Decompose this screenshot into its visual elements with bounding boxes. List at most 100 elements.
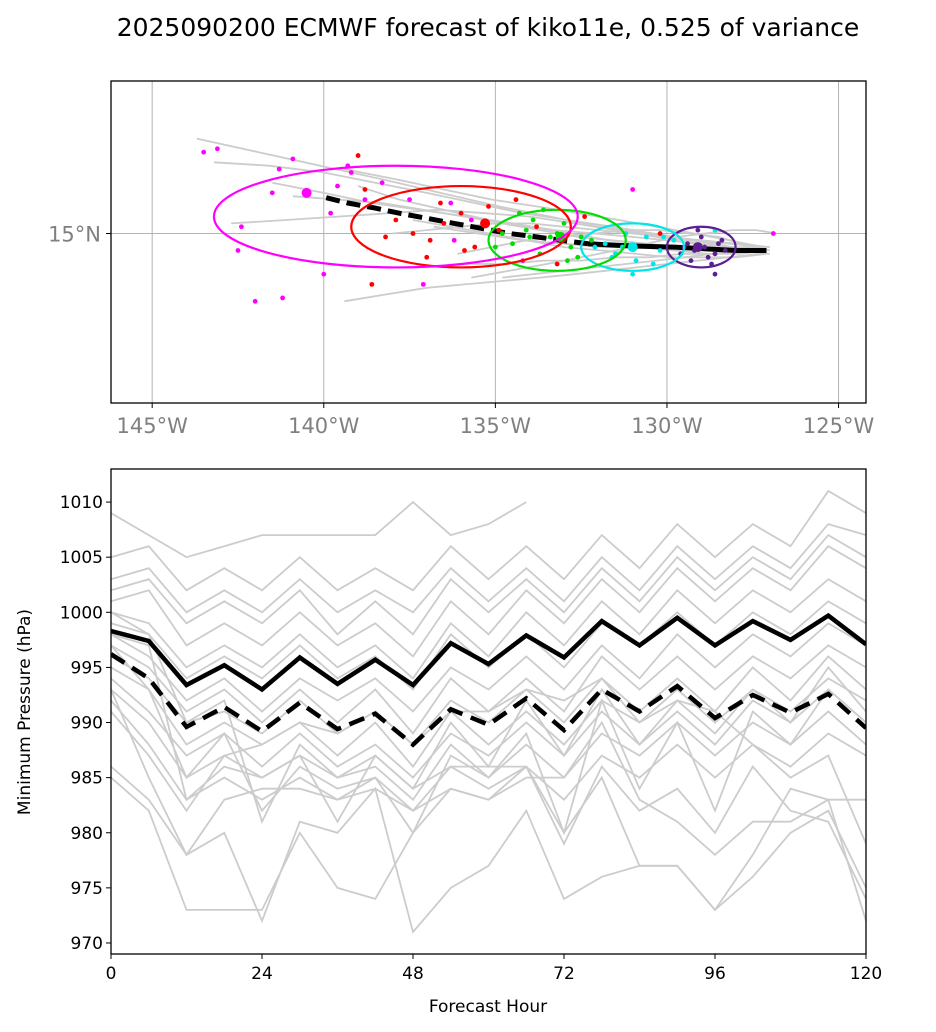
map-x-tick-label: 130°W [631,414,703,438]
map-frame [110,80,867,404]
x-tick-label: 96 [704,964,726,984]
ensemble-position-day5 [770,231,776,236]
ensemble-position-day3 [575,254,581,260]
ensemble-position-day1 [705,254,711,260]
ensemble-pressure-line [111,489,866,592]
ensemble-track [344,253,760,303]
y-tick-label: 985 [71,769,103,789]
ensemble-position-day2 [633,258,639,264]
x-tick-label: 48 [402,964,424,984]
ensemble-position-day2 [671,237,677,243]
y-tick-label: 975 [71,879,103,899]
ensemble-position-day1 [716,241,721,247]
x-tick-label: 120 [850,964,882,984]
ensemble-mean-position-day1 [692,242,703,253]
ensemble-position-day4 [438,200,443,206]
uncertainty-ellipse-day3 [487,208,627,272]
pressure-line-dashed [111,652,866,748]
ensemble-position-day5 [321,271,327,277]
ensemble-position-day3 [510,241,515,247]
ensemble-position-day1 [685,241,690,247]
ensemble-position-day2 [630,271,636,277]
ensemble-position-day2 [657,248,663,253]
ensemble-position-day3 [530,217,536,223]
ensemble-position-day3 [589,237,594,243]
ensemble-position-day4 [554,261,560,267]
ensemble-position-day2 [643,234,649,240]
ensemble-position-day4 [383,234,388,240]
map-x-tick-label: 140°W [288,414,360,438]
ensemble-position-day4 [513,197,519,203]
ensemble-position-day3 [568,244,574,250]
ensemble-position-day1 [702,244,708,250]
ensemble-pressure-line [111,666,866,769]
ensemble-position-day1 [712,271,718,277]
ensemble-pressure-line [111,611,866,825]
ensemble-position-day5 [348,170,354,175]
ensemble-position-day2 [592,244,598,250]
figure-title: 2025090200 ECMWF forecast of kiko11e, 0.… [117,13,860,42]
ensemble-position-day2 [602,241,608,247]
ensemble-pressure-line [111,720,866,857]
x-tick-label: 72 [553,964,575,984]
ensemble-position-day5 [252,298,258,304]
ensemble-position-day2 [661,234,666,240]
ensemble-position-day5 [328,210,334,216]
ensemble-position-day2 [650,261,656,267]
ensemble-position-day5 [290,156,296,162]
ensemble-position-day1 [688,258,694,264]
uncertainty-ellipse-day2 [580,222,686,272]
y-tick-label: 1010 [60,493,103,513]
y-tick-label: 970 [71,934,103,954]
ensemble-position-day5 [269,190,275,196]
ensemble-pressure-line [111,677,866,779]
ensemble-position-day4 [582,214,587,219]
ensemble-pressure-line [111,545,866,658]
ensemble-position-day3 [499,231,505,236]
ensemble-position-day4 [657,231,663,236]
x-axis-label: Forecast Hour [429,997,547,1017]
ensemble-position-day1 [719,237,725,243]
map-x-tick-label: 135°W [460,414,532,438]
pressure-panel: 0 24 48 72 96 120 970 975 980 985 990 995 1000 1005 10… [15,468,882,1017]
ensemble-pressure-line [111,689,866,934]
ensemble-pressure-line [111,523,866,614]
ensemble-pressure-line [111,578,866,680]
ensemble-position-day5 [276,166,282,172]
ensemble-position-day5 [335,183,340,189]
y-tick-label: 1005 [60,548,103,568]
ensemble-position-day5 [448,200,454,206]
ensemble-pressure-line [111,677,866,845]
ensemble-track [412,219,767,259]
map-tick-labels: 145°W 140°W 135°W 130°W 125°W 15°N [48,223,874,438]
ensemble-position-day3 [578,234,584,240]
uncertainty-ellipse-day4 [350,184,572,269]
ensemble-position-day4 [458,210,464,216]
ensemble-position-day4 [427,237,433,243]
ensemble-pressure-line [111,622,866,713]
x-tick-label: 0 [106,964,117,984]
y-tick-label: 980 [71,824,103,844]
ensemble-position-day5 [214,146,220,152]
track-map-panel: 145°W 140°W 135°W 130°W 125°W 15°N [48,80,874,438]
ensemble-position-day5 [407,197,412,203]
ensemble-position-day1 [698,234,704,240]
ensemble-position-day1 [722,248,728,253]
ensemble-position-day3 [523,227,529,233]
ensemble-position-day4 [441,220,447,226]
map-y-tick-label: 15°N [48,223,101,247]
ensemble-position-day4 [534,224,539,230]
ensemble-position-day4 [496,227,502,233]
pressure-line-solid [111,612,866,693]
ensemble-pressure-line [111,644,866,836]
ensemble-position-day4 [369,281,375,287]
y-tick-label: 990 [71,714,103,734]
ensemble-position-day5 [201,149,207,155]
ensemble-position-day5 [362,197,368,203]
ensemble-position-day5 [280,295,285,301]
ensemble-mean-position-day2 [627,242,638,253]
ensemble-track [471,229,777,279]
ensemble-position-day1 [712,251,718,257]
ensemble-pressure-line [111,500,527,559]
